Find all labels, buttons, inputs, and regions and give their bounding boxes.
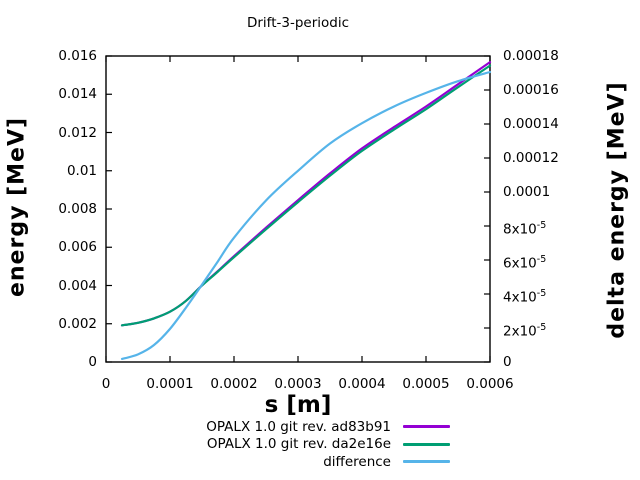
x-tick-label: 0.0003 bbox=[274, 376, 322, 392]
legend-label-series-3: difference bbox=[323, 453, 391, 470]
series-line-2 bbox=[120, 64, 492, 327]
x-tick-label: 0.0001 bbox=[146, 376, 194, 392]
y-axis-label-right: delta energy [MeV] bbox=[604, 81, 630, 339]
y-tick-label-left: 0.004 bbox=[58, 277, 97, 294]
legend-row: difference bbox=[60, 453, 450, 471]
y-tick-label-right: 0 bbox=[503, 354, 512, 370]
series-line-1 bbox=[120, 61, 492, 327]
x-axis-label: s [m] bbox=[264, 392, 332, 418]
y-tick-label-left: 0.002 bbox=[58, 315, 97, 332]
y-tick-label-left: 0.012 bbox=[58, 124, 97, 141]
x-tick-label: 0.0004 bbox=[338, 376, 386, 392]
legend-line-sample-series-1 bbox=[403, 425, 450, 429]
legend-line-sample-series-3 bbox=[403, 460, 450, 464]
x-tick-label: 0.0002 bbox=[210, 376, 258, 392]
y-tick-label-right: 0.00014 bbox=[503, 116, 559, 132]
legend-label-series-2: OPALX 1.0 git rev. da2e16e bbox=[206, 436, 391, 453]
y-tick-label-right: 2x10-5 bbox=[503, 322, 547, 340]
legend-line-sample-series-2 bbox=[403, 442, 450, 446]
y-tick-label-right: 6x10-5 bbox=[503, 254, 547, 272]
y-tick-label-left: 0 bbox=[88, 354, 97, 370]
y-tick-label-left: 0.014 bbox=[58, 86, 97, 103]
chart-title: Drift-3-periodic bbox=[246, 15, 349, 31]
y-tick-label-left: 0.006 bbox=[58, 239, 97, 256]
y-tick-label-right: 0.0001 bbox=[503, 184, 551, 200]
series-line-3 bbox=[120, 70, 492, 360]
x-tick-label: 0 bbox=[101, 376, 111, 392]
y-tick-label-right: 0.00012 bbox=[503, 150, 559, 166]
x-tick-label: 0.0005 bbox=[402, 376, 450, 392]
legend-label-series-1: OPALX 1.0 git rev. ad83b91 bbox=[206, 418, 391, 435]
y-tick-label-right: 8x10-5 bbox=[503, 220, 547, 238]
legend: OPALX 1.0 git rev. ad83b91 OPALX 1.0 git… bbox=[60, 418, 450, 471]
y-tick-label-left: 0.008 bbox=[58, 201, 97, 217]
legend-row: OPALX 1.0 git rev. da2e16e bbox=[60, 436, 450, 454]
y-tick-label-left: 0.016 bbox=[58, 48, 97, 64]
y-tick-label-left: 0.01 bbox=[66, 162, 97, 179]
y-tick-label-right: 0.00018 bbox=[503, 48, 559, 64]
legend-row: OPALX 1.0 git rev. ad83b91 bbox=[60, 418, 450, 436]
y-tick-label-right: 0.00016 bbox=[503, 82, 559, 98]
y-axis-label-left: energy [MeV] bbox=[4, 116, 30, 298]
y-tick-label-right: 4x10-5 bbox=[503, 288, 547, 306]
x-tick-label: 0.0006 bbox=[466, 376, 514, 392]
